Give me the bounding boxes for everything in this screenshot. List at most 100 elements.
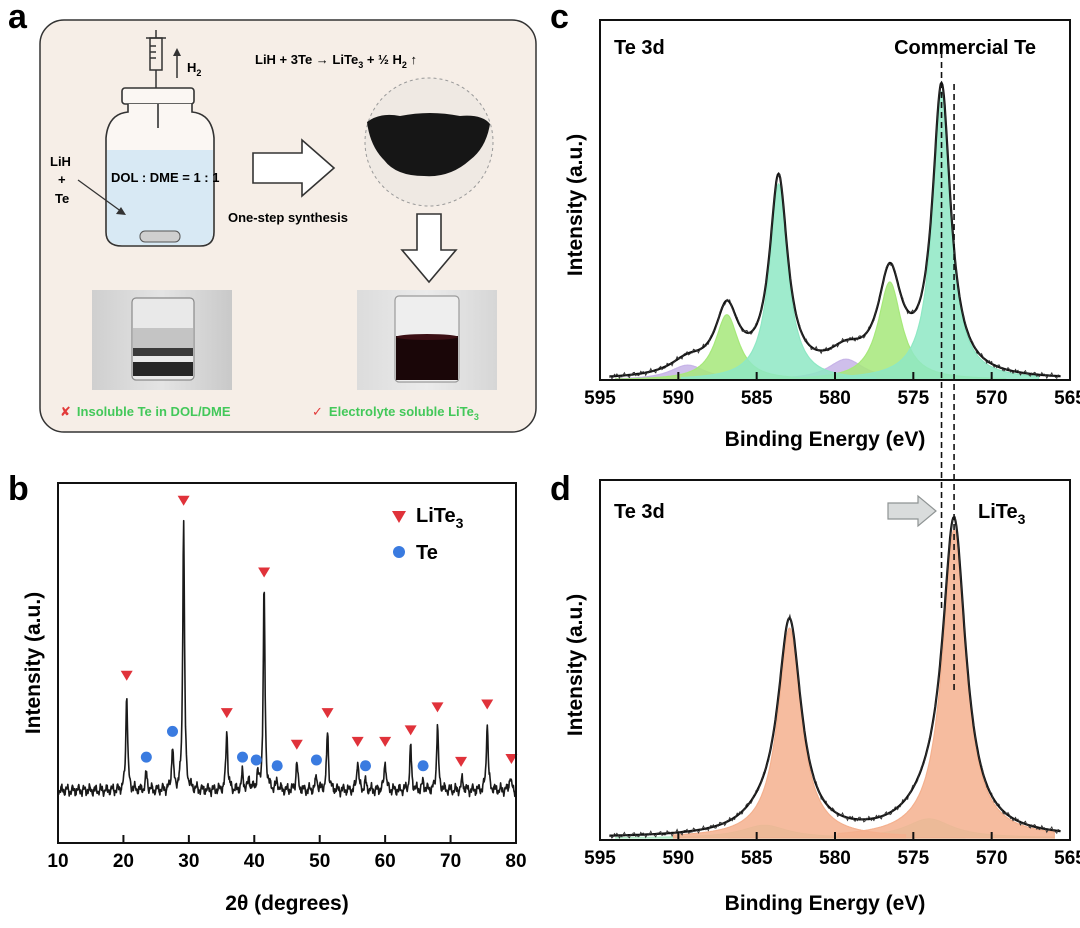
reactant-lih: LiH [50,154,71,169]
panel-a-scheme: H2 LiH + Te DOL : DME = 1 : 1 LiH + 3Te … [39,19,537,433]
xps-d-plot-area [609,515,1061,839]
h2-label: H2 [187,60,201,78]
lite3-peak-marker [177,495,190,506]
xps-d-x-ticks: 595 590 585 580 575 570 565 [584,832,1080,869]
lite3-peak-marker [258,567,271,578]
xrd-x-tick-label: 70 [440,851,461,872]
panel-label-d: d [550,470,571,508]
xps-d-x-tick-label: 585 [741,848,773,869]
xps-d-x-tick-label: 595 [584,848,616,869]
right-arrow-icon [252,138,336,198]
te-peak-marker [167,725,178,737]
xps-c-x-tick-label: 580 [819,388,851,409]
xps-c-x-label: Binding Energy (eV) [725,428,926,451]
xps-c-y-label: Intensity (a.u.) [564,134,587,276]
panel-label-c: c [550,0,569,36]
vial-photo-left [92,290,232,390]
xps-d-x-tick-label: 590 [662,848,694,869]
synthesis-label: One-step synthesis [228,210,348,225]
xps-c-x-tick-label: 585 [741,388,773,409]
lite3-peak-marker [351,736,364,747]
xps-d-raw-data-line [609,516,1060,839]
legend-te-label: Te [416,542,438,564]
vial-photo-right [357,290,497,390]
lite3-peak-marker [290,739,303,750]
reaction-jar [105,87,215,247]
xps-c-raw-data-line [609,82,1060,380]
panel-label-a: a [8,0,28,36]
xps-d-x-tick-label: 570 [976,848,1008,869]
xrd-pattern-line [57,519,517,798]
lite3-peak-marker [220,708,233,719]
xps-d-annotation: LiTe3 [978,501,1026,527]
liquid-fill [107,150,213,245]
te-peak-marker [310,754,322,766]
solvent-ratio: DOL : DME = 1 : 1 [111,170,219,185]
xps-c-annotation: Commercial Te [894,37,1036,59]
reactant-plus: + [58,172,66,187]
legend-lite3-marker [392,511,406,523]
lite3-peak-marker [505,754,518,765]
xps-c-x-tick-label: 590 [662,388,694,409]
reactant-te: Te [55,191,69,206]
xps-d-frame [599,479,1071,841]
lite3-peak-marker [455,756,468,767]
reaction-equation: LiH + 3Te → LiTe3 + ½ H2 ↑ [255,52,417,70]
xps-d-x-label: Binding Energy (eV) [725,892,926,915]
panel-d-xps-chart: 595 590 585 580 575 570 565 Te 3d LiTe3 Bindin… [564,479,1080,915]
te-peak-marker [250,754,262,766]
xrd-x-tick-label: 30 [178,851,199,872]
xps-c-x-tick-label: 565 [1054,388,1080,409]
lite3-peak-marker [120,670,133,681]
xrd-x-tick-label: 10 [47,851,68,872]
caption-left: ✘ Insoluble Te in DOL/DME [60,404,231,419]
xps-d-y-label: Intensity (a.u.) [564,594,587,736]
xps-c-title: Te 3d [614,37,665,59]
pointer-arrow-icon [77,179,126,215]
xps-c-x-tick-label: 595 [584,388,616,409]
xps-c-frame [599,19,1071,381]
xps-d-envelope-line [609,515,1061,837]
te-peak-marker [360,760,372,772]
xps-d-x-tick-label: 575 [897,848,929,869]
panel-b-xrd-chart: 10 20 30 40 50 60 70 80 2θ (degrees) Intensity … [22,482,527,915]
lite3-peak-marker [379,736,392,747]
up-arrow-icon [173,48,181,78]
xps-d-component-peak [673,627,907,839]
reference-lines [940,52,955,690]
xps-c-envelope-line [609,80,1061,378]
xps-c-plot-area [609,80,1061,381]
stir-bar [139,230,181,243]
product-photo [364,77,494,207]
xps-c-x-ticks: 595 590 585 580 575 570 565 [584,372,1080,409]
xrd-x-tick-label: 40 [244,851,265,872]
xrd-frame [57,482,517,844]
xrd-x-tick-label: 80 [505,851,526,872]
te-peak-marker [417,760,429,772]
panel-c-xps-chart: 595 590 585 580 575 570 565 Te 3d Commercial T… [564,19,1080,451]
shift-arrow-icon [887,494,937,528]
xrd-x-label: 2θ (degrees) [225,892,348,915]
te-peak-marker [140,751,152,763]
lite3-peak-marker [321,708,334,719]
xps-d-component-peak [837,528,1055,839]
xps-c-x-tick-label: 575 [897,388,929,409]
xps-c-x-tick-label: 570 [976,388,1008,409]
xps-c-component-peak [680,183,877,381]
legend-te-marker [393,546,405,558]
legend-lite3-label: LiTe3 [416,505,464,531]
xrd-x-tick-label: 20 [113,851,134,872]
xrd-plot-area [57,495,518,798]
xrd-x-tick-label: 60 [375,851,396,872]
caption-right: ✓ Electrolyte soluble LiTe3 [312,404,479,422]
syringe-icon [146,30,166,88]
lite3-peak-marker [431,702,444,713]
xrd-legend: LiTe3 Te [392,505,464,564]
xrd-x-tick-label: 50 [309,851,330,872]
lite3-peak-marker [481,699,494,710]
panel-label-b: b [8,470,29,508]
down-arrow-icon [400,213,458,284]
xps-d-x-tick-label: 580 [819,848,851,869]
lite3-peak-marker [404,725,417,736]
